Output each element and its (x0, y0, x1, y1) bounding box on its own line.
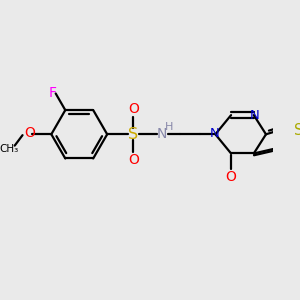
Text: S: S (295, 123, 300, 138)
Text: N: N (157, 127, 167, 141)
Text: H: H (165, 122, 173, 132)
Text: O: O (226, 170, 236, 184)
Text: O: O (128, 102, 139, 116)
Text: N: N (210, 127, 219, 140)
Text: CH₃: CH₃ (0, 144, 18, 154)
Text: F: F (48, 86, 56, 100)
Text: S: S (128, 127, 138, 142)
Text: N: N (250, 109, 260, 122)
Text: O: O (24, 126, 35, 140)
Text: O: O (128, 153, 139, 166)
